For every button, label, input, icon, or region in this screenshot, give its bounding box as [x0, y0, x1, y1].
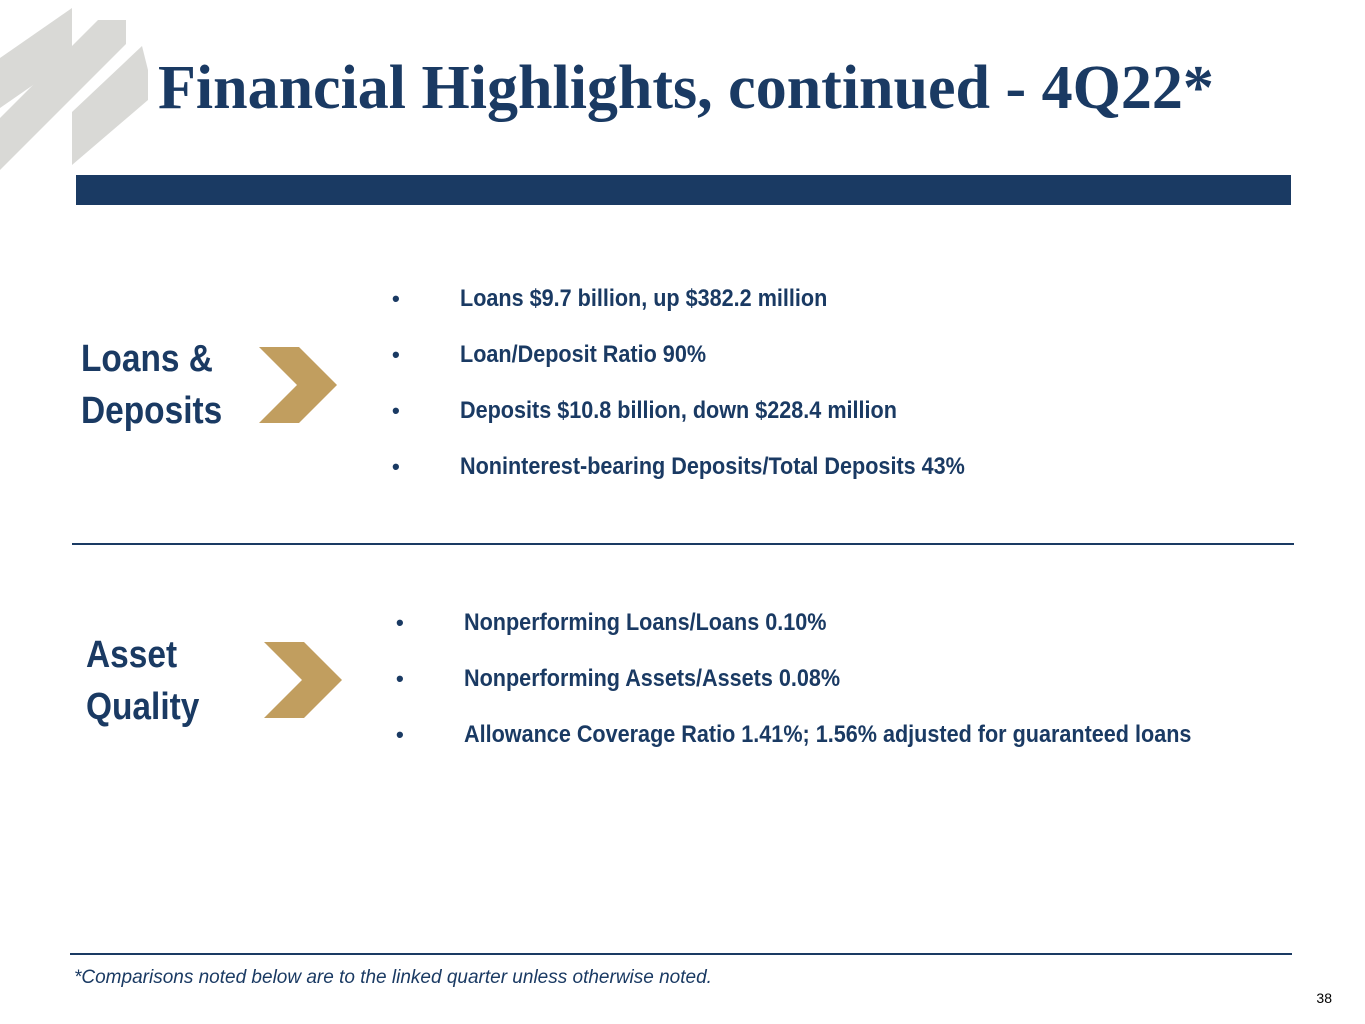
- section-label-line: Quality: [86, 686, 200, 728]
- list-item-text: Noninterest-bearing Deposits/Total Depos…: [460, 453, 965, 480]
- bullet-dot: •: [392, 454, 400, 479]
- list-item: • Allowance Coverage Ratio 1.41%; 1.56% …: [396, 719, 1256, 751]
- diagonal-stripes-logo-icon: [0, 8, 148, 170]
- page-title: Financial Highlights, continued - 4Q22*: [158, 54, 1214, 122]
- list-item-text: Nonperforming Assets/Assets 0.08%: [464, 665, 841, 692]
- list-item-text: Loans $9.7 billion, up $382.2 million: [460, 285, 828, 312]
- title-underline-bar: [76, 175, 1291, 205]
- section-label-line: Asset: [86, 634, 178, 676]
- chevron-right-icon: [259, 347, 337, 423]
- bullet-dot: •: [396, 722, 404, 747]
- list-item-text: Allowance Coverage Ratio 1.41%; 1.56% ad…: [464, 721, 1192, 748]
- bullet-dot: •: [396, 610, 404, 635]
- list-item: • Loan/Deposit Ratio 90%: [392, 339, 1272, 371]
- bullet-dot: •: [392, 398, 400, 423]
- bullet-dot: •: [396, 666, 404, 691]
- list-item: • Noninterest-bearing Deposits/Total Dep…: [392, 451, 1272, 483]
- list-item: • Loans $9.7 billion, up $382.2 million: [392, 283, 1272, 315]
- list-item-text: Loan/Deposit Ratio 90%: [460, 341, 707, 368]
- loans-deposits-list: • Loans $9.7 billion, up $382.2 million …: [392, 283, 1272, 483]
- list-item: • Deposits $10.8 billion, down $228.4 mi…: [392, 395, 1272, 427]
- footer-divider: [70, 953, 1292, 955]
- page-number: 38: [1316, 990, 1332, 1006]
- bullet-dot: •: [392, 342, 400, 367]
- section-label-line: Loans &: [81, 338, 213, 380]
- list-item-text: Deposits $10.8 billion, down $228.4 mill…: [460, 397, 897, 424]
- section-label-asset-quality: Asset Quality: [86, 629, 199, 733]
- bullet-dot: •: [392, 286, 400, 311]
- list-item-text: Nonperforming Loans/Loans 0.10%: [464, 609, 827, 636]
- section-divider: [72, 543, 1294, 545]
- list-item: • Nonperforming Loans/Loans 0.10%: [396, 607, 1256, 639]
- asset-quality-list: • Nonperforming Loans/Loans 0.10% • Nonp…: [396, 607, 1256, 751]
- chevron-right-icon: [264, 642, 342, 718]
- footnote: *Comparisons noted below are to the link…: [74, 967, 712, 988]
- section-label-loans-deposits: Loans & Deposits: [81, 333, 222, 437]
- list-item: • Nonperforming Assets/Assets 0.08%: [396, 663, 1256, 695]
- section-label-line: Deposits: [81, 390, 223, 432]
